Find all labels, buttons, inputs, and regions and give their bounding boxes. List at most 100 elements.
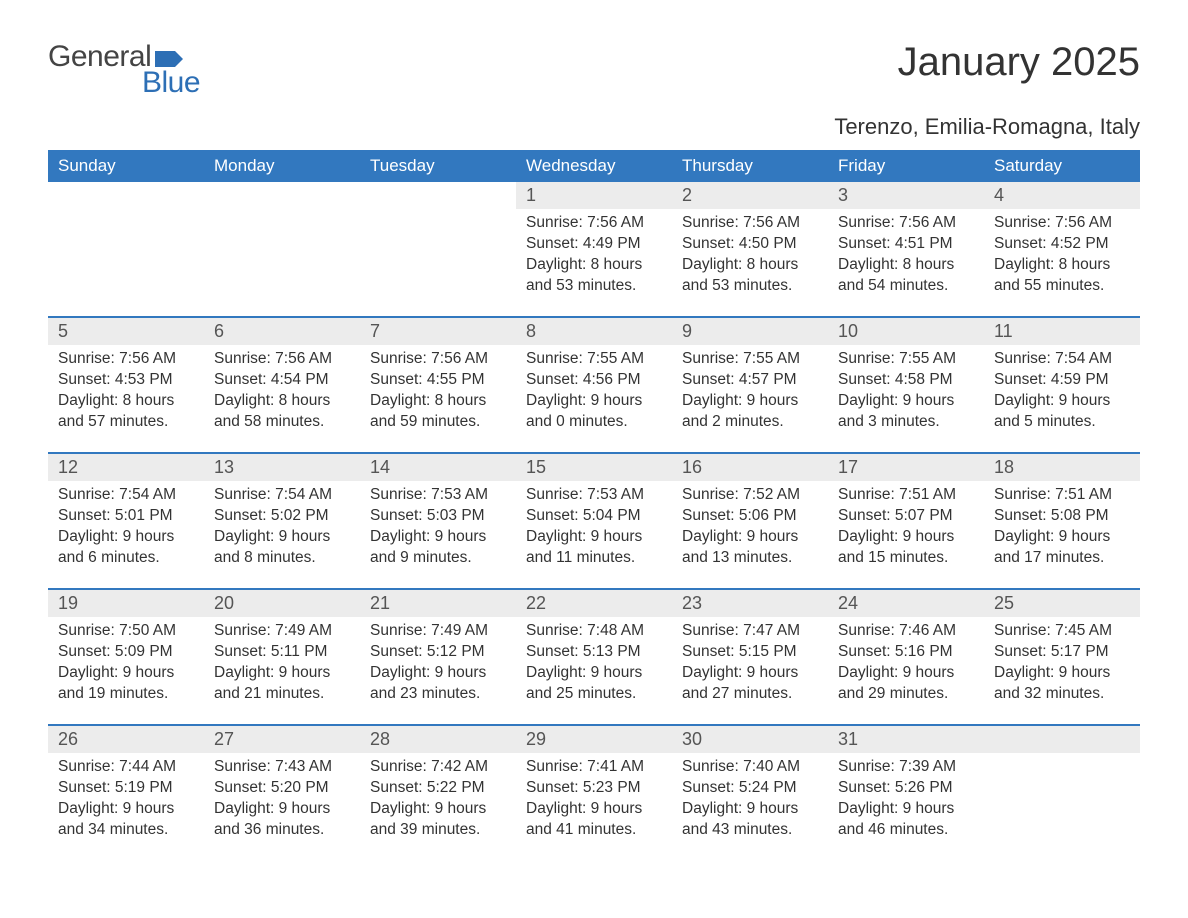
daylight-line-2: and 0 minutes.	[526, 412, 662, 433]
daylight-line-2: and 5 minutes.	[994, 412, 1130, 433]
daylight-line-2: and 58 minutes.	[214, 412, 350, 433]
daylight-line-1: Daylight: 9 hours	[682, 799, 818, 820]
sunrise-line: Sunrise: 7:48 AM	[526, 621, 662, 642]
day-content-cell: Sunrise: 7:56 AMSunset: 4:53 PMDaylight:…	[48, 345, 204, 453]
daylight-line-1: Daylight: 8 hours	[994, 255, 1130, 276]
sunset-line: Sunset: 5:16 PM	[838, 642, 974, 663]
weekday-header: Monday	[204, 150, 360, 182]
header: General Blue January 2025	[48, 40, 1140, 100]
daylight-line-2: and 57 minutes.	[58, 412, 194, 433]
daylight-line-2: and 39 minutes.	[370, 820, 506, 841]
sunrise-line: Sunrise: 7:54 AM	[994, 349, 1130, 370]
daylight-line-1: Daylight: 9 hours	[682, 663, 818, 684]
day-number-cell: 3	[828, 182, 984, 209]
day-number-cell: 13	[204, 453, 360, 481]
day-number-row: 12131415161718	[48, 453, 1140, 481]
sunrise-line: Sunrise: 7:44 AM	[58, 757, 194, 778]
day-number-cell: 21	[360, 589, 516, 617]
daylight-line-1: Daylight: 9 hours	[682, 391, 818, 412]
day-number-cell: 27	[204, 725, 360, 753]
sunrise-line: Sunrise: 7:45 AM	[994, 621, 1130, 642]
daylight-line-1: Daylight: 9 hours	[58, 799, 194, 820]
daylight-line-2: and 27 minutes.	[682, 684, 818, 705]
weekday-header-row: SundayMondayTuesdayWednesdayThursdayFrid…	[48, 150, 1140, 182]
day-content-cell	[204, 209, 360, 317]
daylight-line-2: and 41 minutes.	[526, 820, 662, 841]
weekday-header: Friday	[828, 150, 984, 182]
daylight-line-1: Daylight: 9 hours	[526, 799, 662, 820]
daylight-line-2: and 21 minutes.	[214, 684, 350, 705]
daylight-line-2: and 9 minutes.	[370, 548, 506, 569]
page-title: January 2025	[898, 40, 1140, 85]
sunset-line: Sunset: 4:58 PM	[838, 370, 974, 391]
day-content-cell: Sunrise: 7:39 AMSunset: 5:26 PMDaylight:…	[828, 753, 984, 861]
day-content-cell: Sunrise: 7:55 AMSunset: 4:57 PMDaylight:…	[672, 345, 828, 453]
day-content-cell: Sunrise: 7:46 AMSunset: 5:16 PMDaylight:…	[828, 617, 984, 725]
sunset-line: Sunset: 5:06 PM	[682, 506, 818, 527]
sunset-line: Sunset: 4:52 PM	[994, 234, 1130, 255]
daylight-line-1: Daylight: 9 hours	[214, 527, 350, 548]
daylight-line-2: and 55 minutes.	[994, 276, 1130, 297]
daylight-line-2: and 2 minutes.	[682, 412, 818, 433]
daylight-line-2: and 6 minutes.	[58, 548, 194, 569]
daylight-line-2: and 13 minutes.	[682, 548, 818, 569]
day-content-cell: Sunrise: 7:56 AMSunset: 4:54 PMDaylight:…	[204, 345, 360, 453]
daylight-line-2: and 3 minutes.	[838, 412, 974, 433]
sunset-line: Sunset: 4:55 PM	[370, 370, 506, 391]
sunset-line: Sunset: 4:53 PM	[58, 370, 194, 391]
day-content-cell: Sunrise: 7:55 AMSunset: 4:58 PMDaylight:…	[828, 345, 984, 453]
daylight-line-1: Daylight: 9 hours	[526, 527, 662, 548]
day-content-cell: Sunrise: 7:56 AMSunset: 4:49 PMDaylight:…	[516, 209, 672, 317]
sunset-line: Sunset: 5:17 PM	[994, 642, 1130, 663]
daylight-line-1: Daylight: 9 hours	[370, 799, 506, 820]
daylight-line-1: Daylight: 9 hours	[370, 527, 506, 548]
weekday-header: Saturday	[984, 150, 1140, 182]
day-content-cell: Sunrise: 7:54 AMSunset: 5:01 PMDaylight:…	[48, 481, 204, 589]
day-number-cell: 23	[672, 589, 828, 617]
daylight-line-2: and 34 minutes.	[58, 820, 194, 841]
day-content-cell: Sunrise: 7:51 AMSunset: 5:07 PMDaylight:…	[828, 481, 984, 589]
day-content-cell: Sunrise: 7:54 AMSunset: 4:59 PMDaylight:…	[984, 345, 1140, 453]
day-content-row: Sunrise: 7:54 AMSunset: 5:01 PMDaylight:…	[48, 481, 1140, 589]
day-number-cell: 14	[360, 453, 516, 481]
day-number-cell: 28	[360, 725, 516, 753]
sunrise-line: Sunrise: 7:43 AM	[214, 757, 350, 778]
sunset-line: Sunset: 5:22 PM	[370, 778, 506, 799]
day-number-cell: 30	[672, 725, 828, 753]
sunrise-line: Sunrise: 7:51 AM	[838, 485, 974, 506]
daylight-line-2: and 19 minutes.	[58, 684, 194, 705]
daylight-line-1: Daylight: 8 hours	[214, 391, 350, 412]
sunrise-line: Sunrise: 7:55 AM	[526, 349, 662, 370]
sunrise-line: Sunrise: 7:53 AM	[370, 485, 506, 506]
day-content-cell: Sunrise: 7:49 AMSunset: 5:12 PMDaylight:…	[360, 617, 516, 725]
sunset-line: Sunset: 5:12 PM	[370, 642, 506, 663]
day-content-cell	[48, 209, 204, 317]
day-content-cell: Sunrise: 7:45 AMSunset: 5:17 PMDaylight:…	[984, 617, 1140, 725]
daylight-line-2: and 59 minutes.	[370, 412, 506, 433]
day-content-cell: Sunrise: 7:55 AMSunset: 4:56 PMDaylight:…	[516, 345, 672, 453]
flag-icon	[155, 47, 183, 67]
sunset-line: Sunset: 4:51 PM	[838, 234, 974, 255]
daylight-line-2: and 15 minutes.	[838, 548, 974, 569]
day-content-cell: Sunrise: 7:44 AMSunset: 5:19 PMDaylight:…	[48, 753, 204, 861]
daylight-line-2: and 11 minutes.	[526, 548, 662, 569]
sunrise-line: Sunrise: 7:40 AM	[682, 757, 818, 778]
sunset-line: Sunset: 5:01 PM	[58, 506, 194, 527]
day-content-row: Sunrise: 7:50 AMSunset: 5:09 PMDaylight:…	[48, 617, 1140, 725]
day-number-cell: 19	[48, 589, 204, 617]
day-number-cell: 15	[516, 453, 672, 481]
sunset-line: Sunset: 4:54 PM	[214, 370, 350, 391]
day-content-cell: Sunrise: 7:53 AMSunset: 5:03 PMDaylight:…	[360, 481, 516, 589]
day-number-cell: 24	[828, 589, 984, 617]
calendar-table: SundayMondayTuesdayWednesdayThursdayFrid…	[48, 150, 1140, 861]
daylight-line-1: Daylight: 9 hours	[214, 799, 350, 820]
sunset-line: Sunset: 4:59 PM	[994, 370, 1130, 391]
daylight-line-1: Daylight: 8 hours	[682, 255, 818, 276]
day-number-cell: 9	[672, 317, 828, 345]
day-content-row: Sunrise: 7:44 AMSunset: 5:19 PMDaylight:…	[48, 753, 1140, 861]
day-number-cell	[48, 182, 204, 209]
weekday-header: Wednesday	[516, 150, 672, 182]
daylight-line-1: Daylight: 9 hours	[994, 527, 1130, 548]
sunset-line: Sunset: 4:57 PM	[682, 370, 818, 391]
daylight-line-1: Daylight: 9 hours	[526, 391, 662, 412]
